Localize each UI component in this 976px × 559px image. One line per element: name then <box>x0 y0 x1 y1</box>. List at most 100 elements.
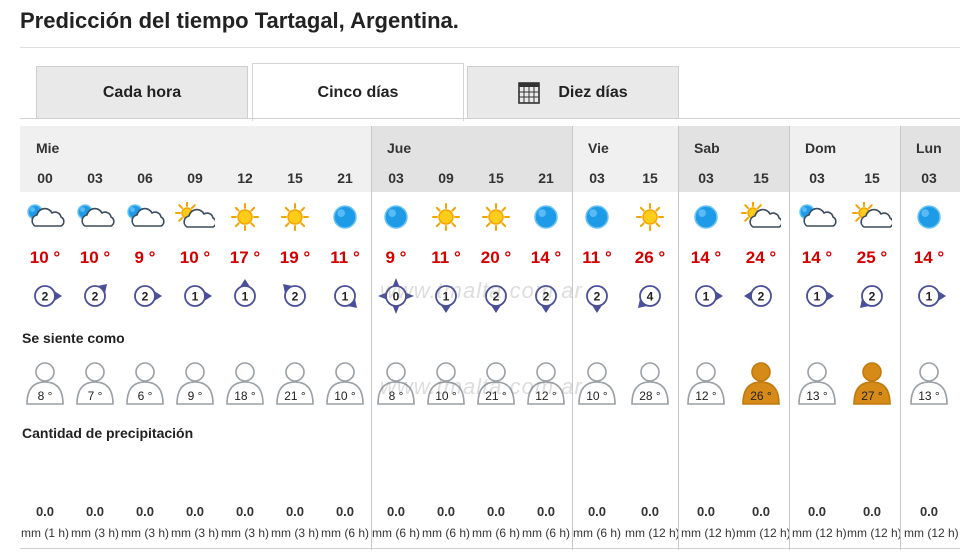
wind-speed-icon: 2 <box>277 278 313 314</box>
precipitation-value: 0.0 <box>185 504 205 519</box>
svg-text:4: 4 <box>647 290 654 304</box>
sun-icon <box>476 202 516 232</box>
tab-underline <box>20 118 960 119</box>
svg-text:2: 2 <box>292 290 299 304</box>
temperature: 9 ° <box>385 248 407 267</box>
svg-text:18 °: 18 ° <box>234 389 256 403</box>
temperature: 17 ° <box>229 248 261 267</box>
temperature: 25 ° <box>856 248 888 267</box>
bottom-divider <box>20 548 960 549</box>
day-header-bg <box>20 126 371 192</box>
cloud-moon-icon <box>797 202 837 232</box>
hour-label: 03 <box>589 170 605 186</box>
tab-five-days[interactable]: Cinco días <box>252 63 464 121</box>
person-icon: 7 ° <box>74 360 116 406</box>
person-icon: 12 ° <box>685 360 727 406</box>
svg-text:21 °: 21 ° <box>284 389 306 403</box>
wind-speed-icon: 1 <box>911 278 947 314</box>
hour-label: 15 <box>753 170 769 186</box>
precipitation-unit: mm (12 h) <box>847 526 902 540</box>
svg-text:1: 1 <box>242 290 249 304</box>
precipitation-value: 0.0 <box>386 504 406 519</box>
svg-text:10 °: 10 ° <box>334 389 356 403</box>
hour-label: 12 <box>237 170 253 186</box>
hour-label: 21 <box>538 170 554 186</box>
svg-text:2: 2 <box>142 290 149 304</box>
precipitation-value: 0.0 <box>436 504 456 519</box>
svg-text:10 °: 10 ° <box>435 389 457 403</box>
person-icon: 13 ° <box>796 360 838 406</box>
tab-ten-days[interactable]: Diez días <box>467 66 679 118</box>
person-icon: 8 ° <box>24 360 66 406</box>
precipitation-unit: mm (3 h) <box>71 526 119 540</box>
hour-label: 09 <box>187 170 203 186</box>
svg-text:1: 1 <box>443 290 450 304</box>
person-icon: 9 ° <box>174 360 216 406</box>
hour-label: 15 <box>287 170 303 186</box>
temperature: 10 ° <box>29 248 61 267</box>
svg-text:13 °: 13 ° <box>918 389 940 403</box>
precipitation-unit: mm (12 h) <box>681 526 736 540</box>
svg-text:6 °: 6 ° <box>138 389 153 403</box>
precipitation-value: 0.0 <box>751 504 771 519</box>
day-name: Vie <box>588 140 609 156</box>
tab-hourly-label: Cada hora <box>102 83 182 101</box>
watermark: www.tmalta.com.ar <box>380 278 583 303</box>
person-icon: 18 ° <box>224 360 266 406</box>
temperature: 10 ° <box>179 248 211 267</box>
person-icon: 21 ° <box>475 360 517 406</box>
day-separator <box>789 126 790 550</box>
day-separator <box>900 126 901 550</box>
sun-cloud-icon <box>852 201 894 232</box>
svg-text:2: 2 <box>92 290 99 304</box>
temperature: 11 ° <box>330 248 360 267</box>
svg-text:9 °: 9 ° <box>188 389 203 403</box>
svg-text:2: 2 <box>543 290 550 304</box>
temperature: 14 ° <box>801 248 833 267</box>
precipitation-value: 0.0 <box>135 504 155 519</box>
day-header-bg <box>678 126 789 192</box>
svg-text:1: 1 <box>926 290 933 304</box>
hour-label: 03 <box>388 170 404 186</box>
person-icon: 6 ° <box>124 360 166 406</box>
hour-label: 15 <box>488 170 504 186</box>
hour-label: 21 <box>337 170 353 186</box>
hour-label: 15 <box>642 170 658 186</box>
precipitation-unit: mm (3 h) <box>171 526 219 540</box>
day-header-bg <box>371 126 572 192</box>
page-title: Predicción del tiempo Tartagal, Argentin… <box>20 8 459 33</box>
day-name: Dom <box>805 140 837 156</box>
svg-text:8 °: 8 ° <box>389 389 404 403</box>
temperature: 26 ° <box>634 248 666 267</box>
temperature: 14 ° <box>690 248 722 267</box>
cloud-moon-icon <box>25 202 65 232</box>
svg-text:27 °: 27 ° <box>861 389 883 403</box>
day-separator <box>572 126 573 550</box>
tab-ten-days-label: Diez días <box>558 83 628 101</box>
precipitation-unit: mm (6 h) <box>422 526 470 540</box>
hour-label: 06 <box>137 170 153 186</box>
day-name: Jue <box>387 140 412 156</box>
precipitation-value: 0.0 <box>486 504 506 519</box>
svg-text:2: 2 <box>594 290 601 304</box>
wind-speed-icon: 1 <box>428 278 464 314</box>
forecast-grid: Mie 00 10 ° 2 8 ° 0.0 mm (1 h) 03 10 ° 2 7 ° 0.0 mm … <box>20 126 960 556</box>
wind-speed-icon: 2 <box>854 278 890 314</box>
moon-icon <box>376 202 416 232</box>
svg-text:1: 1 <box>703 290 710 304</box>
svg-text:13 °: 13 ° <box>806 389 828 403</box>
svg-text:1: 1 <box>342 290 349 304</box>
wind-speed-icon: 1 <box>227 278 263 314</box>
hour-label: 00 <box>37 170 53 186</box>
sun-icon <box>225 202 265 232</box>
svg-text:8 °: 8 ° <box>38 389 53 403</box>
wind-speed-icon: 2 <box>478 278 514 314</box>
sun-icon <box>275 202 315 232</box>
moon-icon <box>686 202 726 232</box>
temperature: 11 ° <box>582 248 612 267</box>
tab-hourly[interactable]: Cada hora <box>36 66 248 118</box>
moon-icon <box>325 202 365 232</box>
hour-label: 03 <box>87 170 103 186</box>
precipitation-value: 0.0 <box>862 504 882 519</box>
svg-text:7 °: 7 ° <box>88 389 103 403</box>
